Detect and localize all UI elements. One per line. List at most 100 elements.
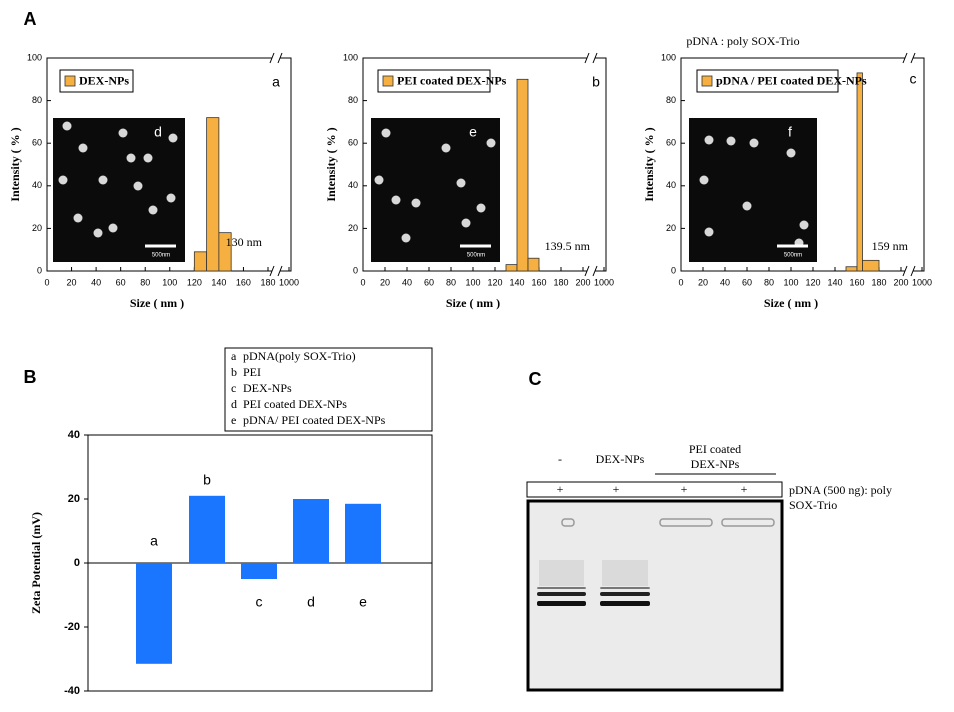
x-tick-label: 80 [140,277,150,287]
gel-well [659,518,713,527]
y-tick-label: -40 [64,685,80,697]
gel-smear [602,560,648,586]
category-label: a [150,533,158,549]
panel-label: B [24,367,37,387]
y-tick-label: 40 [32,180,42,190]
inset-particle [93,228,103,238]
inset-particle [148,205,158,215]
x-tick-label: 160 [236,277,251,287]
histogram-bar [193,251,208,272]
x-tick-label: 1000 [279,277,299,287]
inset-particle [143,153,153,163]
axis-break-gap [587,55,595,61]
inset-particle [461,218,471,228]
scale-label: 500nm [152,253,170,259]
x-tick-label: 20 [698,277,708,287]
inset-particle [133,181,143,191]
y-tick-label: 100 [661,52,676,62]
x-tick-label: 140 [827,277,842,287]
legend-label: PEI coated DEX-NPs [397,73,507,87]
legend-label: pDNA/ PEI coated DEX-NPs [243,413,386,427]
x-tick-label: 0 [44,277,49,287]
x-tick-label: 40 [402,277,412,287]
inset-label: f [788,124,792,140]
inset-particle [391,195,401,205]
x-tick-label: 140 [211,277,226,287]
y-tick-label: 100 [343,52,358,62]
plot-frame [46,57,292,272]
y-tick-label: 20 [32,223,42,233]
x-tick-label: 180 [260,277,275,287]
gel-band [600,587,650,589]
x-tick-label: 60 [424,277,434,287]
y-tick-label: 20 [666,223,676,233]
lane-label: PEI coated DEX-NPs [688,442,742,471]
y-tick-label: 40 [68,429,80,441]
axis-break-gap [905,55,913,61]
gel-band [537,601,586,606]
axis-break [910,52,916,64]
panel-label: A [24,9,37,29]
histogram-bar [856,72,863,272]
sign: + [681,482,688,496]
histogram-bar [845,266,858,272]
x-tick-label: 60 [742,277,752,287]
legend-label: PEI [243,365,261,379]
x-tick-label: 100 [162,277,177,287]
x-tick-label: 100 [783,277,798,287]
legend-label: DEX-NPs [79,73,129,87]
x-tick-label: 1000 [912,277,932,287]
inset-particle [786,148,796,158]
axis-break [584,265,590,277]
inset-particle [126,153,136,163]
inset-particle [704,135,714,145]
legend-swatch [382,75,394,87]
inset-label: d [154,124,162,140]
axis-break [277,265,283,277]
histogram-bar [206,117,220,272]
x-tick-label: 80 [764,277,774,287]
legend-label: pDNA(poly SOX-Trio) [243,349,356,363]
gel-band [537,592,586,596]
scale-label: 500nm [784,253,802,259]
axis-break [902,265,908,277]
y-tick-label: 80 [348,95,358,105]
inset-particle [742,201,752,211]
inset-particle [62,121,72,131]
axis-break-gap [272,268,280,274]
inset-particle [98,175,108,185]
x-tick-label: 160 [849,277,864,287]
inset-particle [476,203,486,213]
corner-label: c [910,71,917,87]
gel-well [561,518,575,527]
legend-swatch [64,75,76,87]
inset-particle [78,143,88,153]
histogram-bar [527,257,540,272]
bar [293,499,329,563]
gel-band [600,592,650,596]
legend-label: DEX-NPs [243,381,292,395]
histogram-bar [218,232,232,272]
y-tick-label: 60 [348,138,358,148]
plot-frame [362,57,607,272]
x-axis-label: Size ( nm ) [130,296,184,310]
x-tick-label: 180 [871,277,886,287]
size-annotation: 139.5 nm [545,239,591,253]
inset-particle [799,220,809,230]
legend-swatch [701,75,713,87]
axis-break [592,52,598,64]
legend-box [59,69,134,93]
inset-particle [118,128,128,138]
x-tick-label: 200 [575,277,590,287]
axis-break [592,265,598,277]
legend-label: PEI coated DEX-NPs [243,397,347,411]
inset-particle [73,213,83,223]
category-label: d [307,594,315,610]
x-tick-label: 100 [465,277,480,287]
y-tick-label: 80 [666,95,676,105]
histogram-bar [862,259,880,272]
x-tick-label: 40 [91,277,101,287]
category-label: b [203,472,211,488]
